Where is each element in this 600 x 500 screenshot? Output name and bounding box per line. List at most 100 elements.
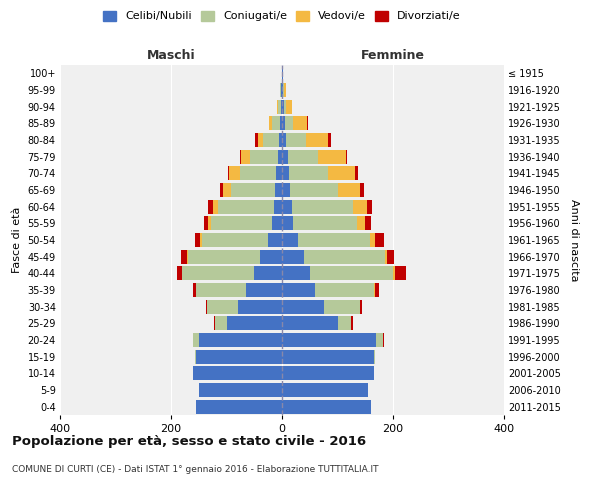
Bar — [346, 150, 347, 164]
Bar — [218, 200, 274, 214]
Bar — [196, 283, 246, 297]
Bar — [283, 83, 284, 97]
Bar — [212, 200, 218, 214]
Bar — [284, 83, 286, 97]
Bar — [282, 133, 286, 147]
Text: Maschi: Maschi — [146, 48, 196, 62]
Bar — [365, 216, 371, 230]
Bar — [357, 216, 365, 230]
Bar — [227, 166, 229, 180]
Bar — [182, 266, 254, 280]
Bar — [289, 166, 328, 180]
Bar — [360, 183, 364, 197]
Bar — [285, 116, 293, 130]
Bar — [310, 266, 393, 280]
Bar — [275, 183, 282, 197]
Bar — [193, 366, 282, 380]
Bar — [282, 350, 374, 364]
Bar — [337, 316, 352, 330]
Bar — [286, 133, 306, 147]
Bar — [316, 283, 374, 297]
Bar — [211, 216, 272, 230]
Bar — [287, 150, 318, 164]
Bar — [282, 83, 283, 97]
Bar — [393, 266, 395, 280]
Bar — [375, 233, 383, 247]
Bar — [306, 133, 328, 147]
Bar — [196, 350, 282, 364]
Bar — [269, 116, 272, 130]
Bar — [280, 116, 282, 130]
Bar — [388, 250, 394, 264]
Bar — [352, 316, 353, 330]
Bar — [293, 116, 307, 130]
Bar — [187, 250, 188, 264]
Bar — [268, 233, 282, 247]
Bar — [383, 333, 384, 347]
Bar — [374, 283, 379, 297]
Bar — [208, 200, 212, 214]
Bar — [250, 150, 278, 164]
Bar — [279, 133, 282, 147]
Bar — [337, 183, 360, 197]
Bar — [282, 216, 293, 230]
Bar — [282, 200, 292, 214]
Bar — [282, 183, 290, 197]
Bar — [193, 283, 196, 297]
Bar — [254, 266, 282, 280]
Text: COMUNE DI CURTI (CE) - Dati ISTAT 1° gennaio 2016 - Elaborazione TUTTITALIA.IT: COMUNE DI CURTI (CE) - Dati ISTAT 1° gen… — [12, 465, 379, 474]
Bar — [246, 283, 282, 297]
Bar — [272, 216, 282, 230]
Bar — [220, 183, 223, 197]
Bar — [204, 216, 208, 230]
Bar — [238, 300, 282, 314]
Bar — [199, 383, 282, 397]
Bar — [196, 400, 282, 414]
Bar — [323, 300, 360, 314]
Bar — [272, 116, 280, 130]
Bar — [263, 133, 279, 147]
Legend: Celibi/Nubili, Coniugati/e, Vedovi/e, Divorziati/e: Celibi/Nubili, Coniugati/e, Vedovi/e, Di… — [103, 10, 461, 22]
Bar — [277, 100, 278, 114]
Bar — [376, 333, 383, 347]
Bar — [202, 233, 268, 247]
Bar — [282, 383, 368, 397]
Bar — [353, 200, 367, 214]
Bar — [223, 183, 231, 197]
Bar — [278, 150, 282, 164]
Bar — [193, 333, 199, 347]
Text: Popolazione per età, sesso e stato civile - 2016: Popolazione per età, sesso e stato civil… — [12, 435, 366, 448]
Bar — [196, 233, 200, 247]
Bar — [282, 150, 287, 164]
Bar — [277, 166, 282, 180]
Bar — [256, 133, 258, 147]
Bar — [286, 100, 292, 114]
Bar — [241, 150, 250, 164]
Bar — [278, 100, 281, 114]
Bar — [274, 200, 282, 214]
Bar — [282, 316, 337, 330]
Bar — [355, 166, 358, 180]
Bar — [360, 300, 362, 314]
Bar — [258, 133, 263, 147]
Bar — [181, 250, 187, 264]
Bar — [195, 350, 196, 364]
Bar — [200, 233, 202, 247]
Bar — [395, 266, 406, 280]
Bar — [177, 266, 182, 280]
Bar — [282, 266, 310, 280]
Bar — [282, 333, 376, 347]
Bar — [282, 166, 289, 180]
Bar — [208, 216, 211, 230]
Bar — [290, 183, 337, 197]
Bar — [367, 200, 373, 214]
Bar — [214, 316, 215, 330]
Y-axis label: Fasce di età: Fasce di età — [12, 207, 22, 273]
Bar — [282, 366, 374, 380]
Bar — [199, 333, 282, 347]
Bar — [328, 133, 331, 147]
Bar — [231, 183, 275, 197]
Bar — [293, 216, 357, 230]
Bar — [284, 100, 286, 114]
Bar — [292, 200, 353, 214]
